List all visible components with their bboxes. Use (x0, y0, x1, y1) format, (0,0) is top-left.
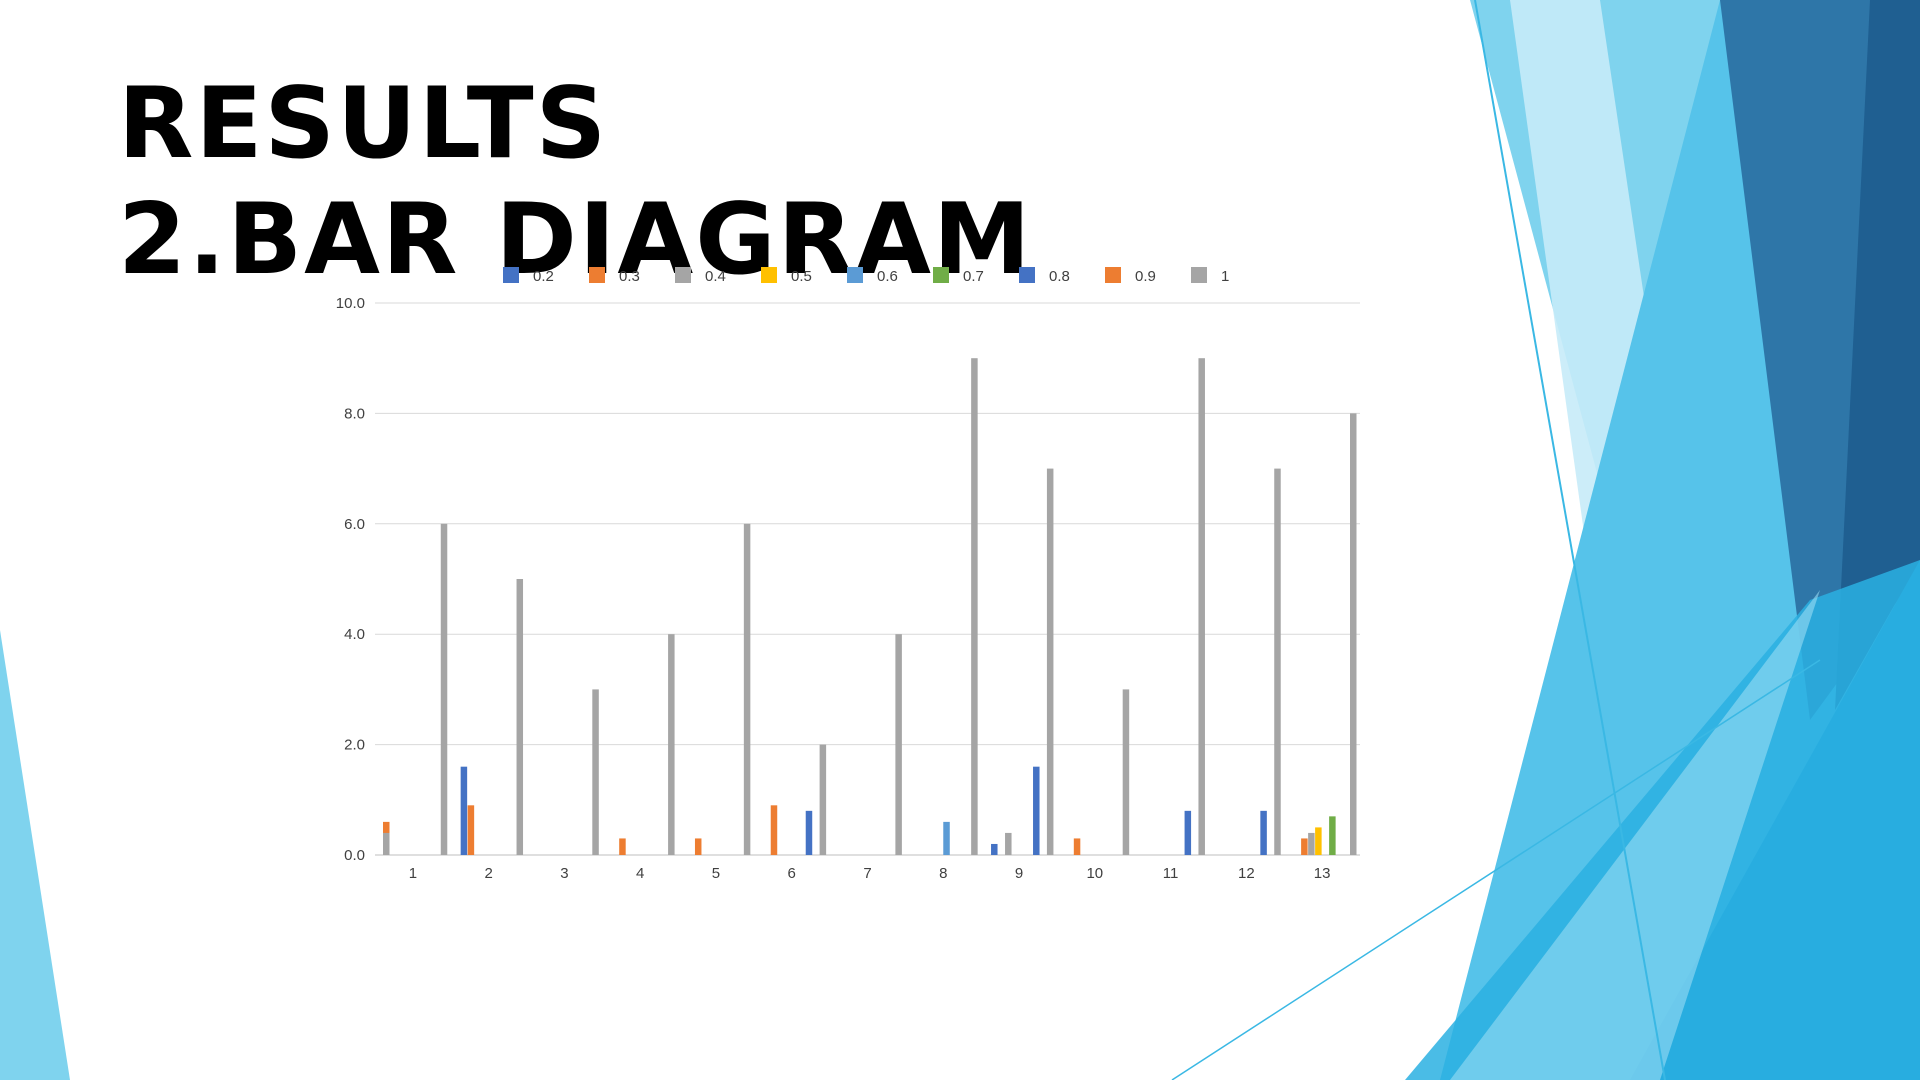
legend-swatch (847, 267, 863, 283)
bar-series-0-8-cat-9 (1033, 766, 1040, 855)
bar-series-1-cat-3 (592, 689, 599, 855)
legend-label: 0.3 (619, 268, 640, 285)
bar-series-0-7-cat-13 (1329, 816, 1336, 855)
x-tick-label: 4 (636, 865, 644, 882)
chart-x-axis: 1 2 3 4 5 6 7 8 9 10 11 12 13 (409, 865, 1331, 882)
title-line-bar-diagram: 2.BAR DIAGRAM (118, 183, 1033, 297)
bar-chart-svg: 0.02.04.06.08.010.0 1 2 3 4 5 6 7 8 9 10 11 12 13 0.… (336, 267, 1360, 882)
legend-swatch (503, 267, 519, 283)
legend-swatch (1105, 267, 1121, 283)
bar-series-1-cat-5 (743, 523, 751, 855)
x-tick-label: 5 (712, 865, 720, 882)
thin-diagonal-line-1 (1474, 0, 1666, 1080)
x-tick-label: 3 (560, 865, 568, 882)
legend-label: 0.5 (791, 268, 812, 285)
legend-label: 0.9 (1135, 268, 1156, 285)
legend-swatch (933, 267, 949, 283)
x-tick-label: 11 (1163, 865, 1179, 882)
y-tick-label: 6.0 (344, 516, 365, 533)
chart-legend: 0.2 0.3 0.4 0.5 0.6 0.7 0.8 0.9 1 (503, 267, 1229, 285)
bar-series-0-3-cat-6 (770, 805, 778, 855)
bar-series-0-3-cat-13 (1301, 838, 1308, 855)
bar-series-1-cat-1 (440, 523, 448, 855)
legend-swatch (761, 267, 777, 283)
bar-chart: 0.0 2.0 4.0 6.0 8.0 10.0 1 2 3 4 5 6 7 8 9 10 11 12 13 0.… (320, 255, 1370, 895)
bar-series-1-cat-4 (668, 634, 675, 855)
legend-label: 1 (1221, 268, 1229, 285)
bar-series-1-prev--cat-1 (383, 832, 390, 855)
legend-swatch (589, 267, 605, 283)
title-line-results: RESULTS (118, 67, 609, 181)
bar-series-1-cat-10 (1122, 689, 1130, 855)
bar-series-1-cat-7 (895, 634, 902, 855)
chart-gridlines (375, 302, 1360, 856)
x-tick-label: 9 (1015, 865, 1023, 882)
bar-series-0-6-cat-8 (943, 821, 950, 855)
x-tick-label: 8 (939, 865, 947, 882)
x-tick-label: 12 (1238, 865, 1255, 882)
right-overlay-shape (1450, 590, 1820, 1080)
bar-series-0-2-cat-2 (460, 766, 468, 855)
legend-swatch (1019, 267, 1035, 283)
x-tick-label: 13 (1314, 865, 1331, 882)
y-tick-label: 4.0 (344, 626, 365, 643)
x-tick-label: 7 (863, 865, 871, 882)
x-tick-label: 10 (1086, 865, 1103, 882)
bar-series-0-3-cat-10 (1073, 838, 1081, 855)
bar-series-0-8-cat-12 (1260, 810, 1267, 855)
bar-series-1-cat-8 (971, 358, 978, 855)
y-tick-label: 10.0 (336, 295, 365, 312)
bar-series-1-cat-13 (1350, 413, 1357, 855)
chart-y-axis: 0.0 2.0 4.0 6.0 8.0 10.0 (336, 295, 365, 864)
legend-label: 0.7 (963, 268, 984, 285)
bar-series-1-cat-12 (1274, 468, 1281, 855)
bar-series-0-3-cat-5 (694, 838, 702, 855)
bar-series-0-4-cat-13 (1308, 832, 1315, 855)
bar-series-0-3-cat-2 (467, 805, 475, 855)
bar-series-0-3-cat-4 (619, 838, 626, 855)
chart-bars (383, 358, 1357, 855)
slide-title: RESULTS 2.BAR DIAGRAM (118, 66, 1032, 298)
legend-swatch (1191, 267, 1207, 283)
x-tick-label: 6 (788, 865, 796, 882)
thin-diagonal-line-2 (1171, 659, 1821, 1080)
bar-series-0-5-cat-13 (1315, 827, 1322, 855)
legend-label: 0.2 (533, 268, 554, 285)
bar-series-1-cat-11 (1198, 358, 1205, 855)
bar-series-0-8-cat-11 (1184, 810, 1192, 855)
y-tick-label: 2.0 (344, 737, 365, 754)
y-tick-label: 0.0 (344, 847, 365, 864)
x-tick-label: 1 (409, 865, 417, 882)
y-tick-label: 8.0 (344, 405, 365, 422)
legend-label: 0.6 (877, 268, 898, 285)
legend-label: 0.8 (1049, 268, 1070, 285)
bar-series-0-8-cat-6 (805, 810, 813, 855)
bar-series-1-cat-9 (1046, 468, 1054, 855)
x-tick-label: 2 (484, 865, 492, 882)
bar-series-0-2-cat-9 (991, 843, 998, 855)
right-darker-panel (1835, 0, 1920, 710)
bar-series-0-4-cat-9 (1005, 832, 1012, 855)
left-accent-shape (0, 630, 70, 1080)
bar-series-1-cat-6 (819, 744, 827, 855)
bar-series-1-cat-2 (516, 579, 524, 855)
legend-swatch (675, 267, 691, 283)
legend-label: 0.4 (705, 268, 726, 285)
